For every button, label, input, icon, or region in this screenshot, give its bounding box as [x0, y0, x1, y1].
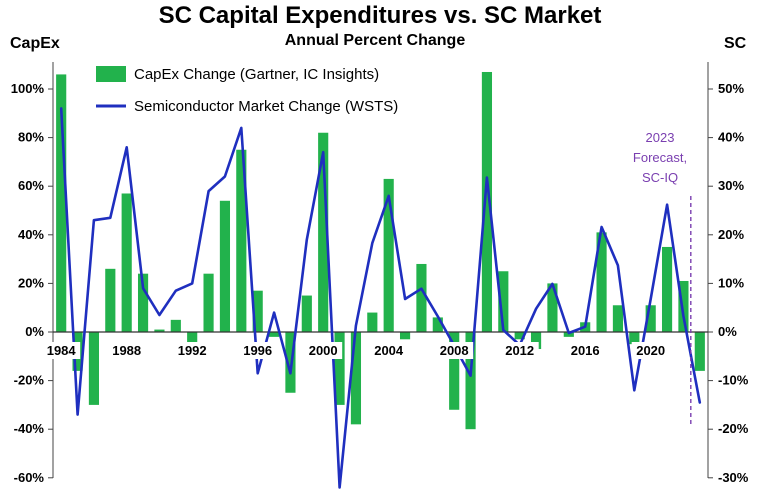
left-tick-label: 0% — [25, 324, 44, 339]
left-tick-label: 20% — [18, 275, 44, 290]
x-tick-label-bg — [304, 342, 343, 359]
x-tick-label-bg — [566, 342, 605, 359]
x-tick-label: 2012 — [505, 343, 534, 358]
x-tick-label: 2004 — [374, 343, 404, 358]
x-tick-label-bg — [369, 342, 408, 359]
left-axis-label: CapEx — [10, 35, 60, 52]
capex-bar — [219, 200, 231, 332]
capex-bar — [318, 132, 329, 332]
capex-bar — [514, 332, 525, 340]
capex-bar — [137, 273, 149, 332]
market-change-line — [59, 107, 702, 489]
forecast-annotation-line2: Forecast, — [633, 150, 687, 165]
capex-bar — [105, 268, 116, 332]
capex-bar — [416, 263, 427, 332]
right-tick-label: -30% — [718, 470, 749, 485]
x-tick-label: 1988 — [112, 343, 141, 358]
x-tick-label-bg — [107, 342, 146, 359]
capex-bar — [203, 273, 214, 332]
right-tick-label: 10% — [718, 275, 744, 290]
capex-bar — [465, 332, 476, 430]
capex-bar — [530, 332, 542, 350]
right-tick-label: 20% — [718, 227, 744, 242]
capex-bar — [268, 332, 280, 337]
left-tick-label: -20% — [14, 373, 45, 388]
capex-bar — [645, 305, 656, 332]
chart-subtitle: Annual Percent Change — [285, 32, 466, 49]
capex-bar — [334, 332, 345, 405]
legend: CapEx Change (Gartner, IC Insights) Semi… — [96, 66, 398, 115]
x-tick-label: 2016 — [571, 343, 600, 358]
capex-bar — [236, 149, 247, 332]
capex-bar — [301, 295, 312, 332]
capex-bar — [498, 271, 509, 332]
legend-capex-swatch — [96, 66, 126, 82]
capex-bar — [629, 332, 640, 345]
left-tick-label: 40% — [18, 227, 44, 242]
left-tick-label: -60% — [14, 470, 45, 485]
right-tick-label: 30% — [718, 178, 744, 193]
x-tick-label: 2020 — [636, 343, 665, 358]
capex-bar — [449, 332, 460, 410]
x-tick-label: 1996 — [243, 343, 272, 358]
plot-area: 100% 80% 60% 40% 20% 0% -20% -40% -60% 50% 40% 30% 2… — [11, 62, 749, 489]
capex-bar — [88, 332, 100, 405]
right-tick-label: -10% — [718, 373, 749, 388]
capex-bar — [187, 332, 198, 347]
x-tick-label-bg — [435, 342, 474, 359]
legend-capex-label: CapEx Change (Gartner, IC Insights) — [134, 66, 379, 83]
x-tick-label-bg — [500, 342, 539, 359]
capex-bar — [367, 312, 378, 332]
forecast-annotation-line3: SC-IQ — [642, 170, 678, 185]
capex-bar — [383, 178, 394, 332]
right-tick-label: 0% — [718, 324, 737, 339]
capex-bar — [596, 232, 607, 332]
x-tick-label: 1992 — [178, 343, 207, 358]
x-tick-label: 2000 — [309, 343, 338, 358]
capex-bar — [612, 305, 624, 332]
capex-bar — [154, 329, 165, 332]
capex-bar — [121, 193, 132, 332]
x-tick-label: 1984 — [47, 343, 77, 358]
right-tick-label: 40% — [718, 130, 744, 145]
left-tick-label: 100% — [11, 81, 45, 96]
capex-bar — [481, 71, 493, 333]
chart-title: SC Capital Expenditures vs. SC Market — [159, 2, 602, 29]
x-tick-label-bg — [42, 342, 81, 359]
capex-bar — [252, 290, 263, 332]
left-tick-label: 80% — [18, 130, 44, 145]
forecast-annotation-line1: 2023 — [646, 130, 675, 145]
left-tick-label: -40% — [14, 421, 45, 436]
right-tick-label: 50% — [718, 81, 744, 96]
capex-bar — [56, 74, 67, 333]
capex-bar — [399, 332, 411, 340]
x-tick-label-bg — [238, 342, 277, 359]
capex-bar — [661, 246, 673, 332]
capex-bar — [170, 319, 181, 332]
capex-bar — [694, 332, 705, 371]
left-tick-label: 60% — [18, 178, 44, 193]
right-axis-label: SC — [724, 35, 747, 52]
x-tick-label-bg — [631, 342, 670, 359]
capex-bar — [678, 280, 689, 332]
x-tick-label: 2008 — [440, 343, 469, 358]
capex-bar — [432, 317, 443, 332]
x-tick-label-bg — [173, 342, 212, 359]
capex-bar — [563, 332, 574, 337]
capex-bar — [547, 283, 558, 332]
right-tick-label: -20% — [718, 421, 749, 436]
capex-bar — [350, 332, 362, 425]
legend-market-label: Semiconductor Market Change (WSTS) — [134, 98, 398, 115]
